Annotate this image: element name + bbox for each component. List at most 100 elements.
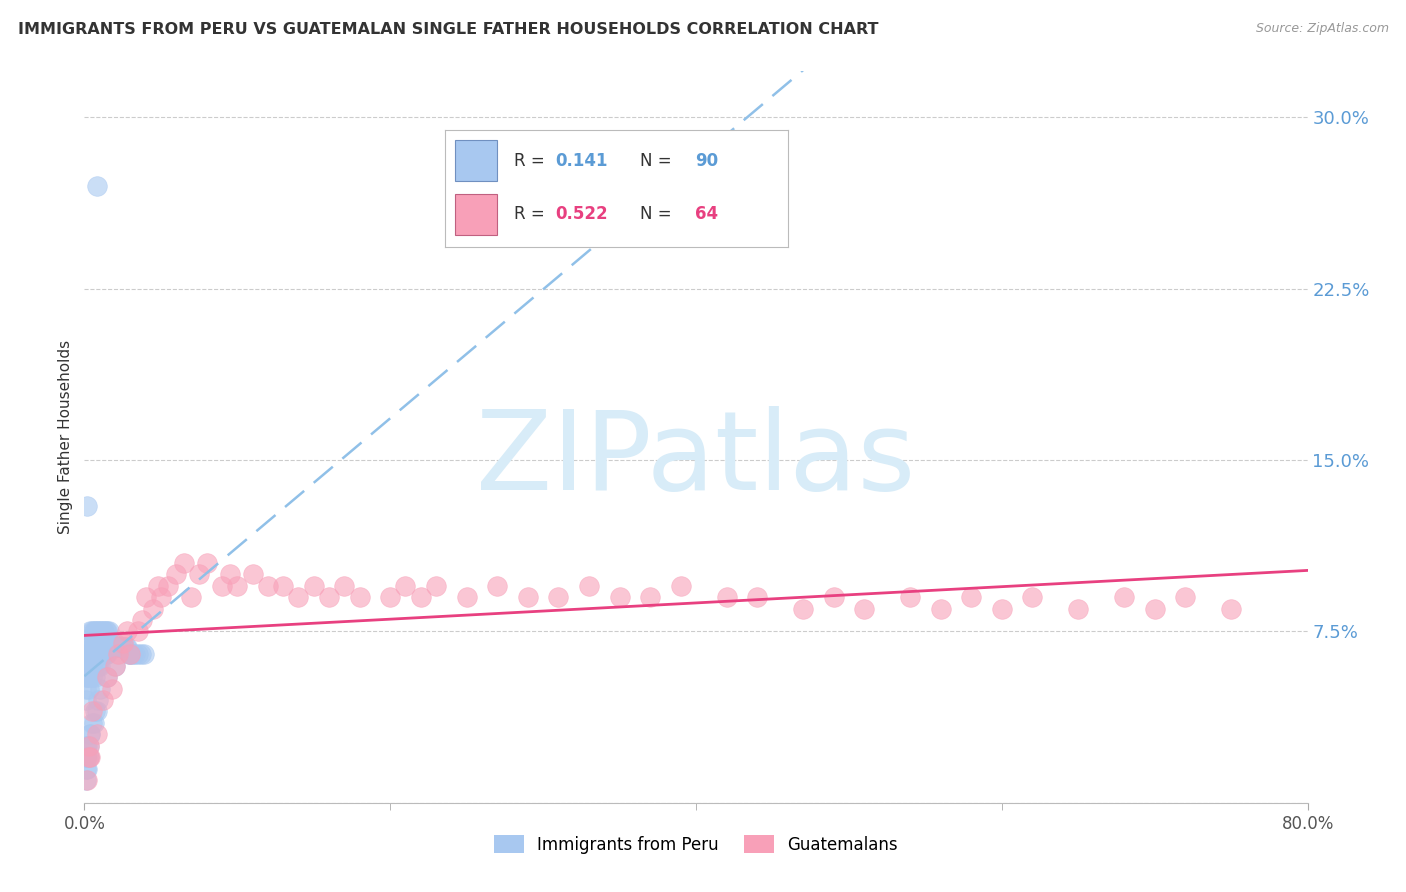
- Point: [394, 579, 416, 593]
- Point: [226, 579, 249, 593]
- Point: [79, 658, 101, 673]
- Point: [91, 624, 114, 639]
- Point: [107, 647, 129, 661]
- Point: [83, 647, 105, 661]
- Point: [287, 590, 309, 604]
- Point: [118, 647, 141, 661]
- Point: [80, 658, 103, 673]
- Point: [211, 579, 233, 593]
- Point: [516, 590, 538, 604]
- Point: [86, 178, 108, 193]
- Point: [107, 640, 129, 655]
- Point: [747, 590, 769, 604]
- Point: [242, 567, 264, 582]
- Point: [77, 658, 100, 673]
- Point: [131, 613, 153, 627]
- Point: [77, 739, 100, 753]
- Point: [80, 705, 103, 719]
- Point: [75, 681, 97, 696]
- Point: [638, 590, 661, 604]
- Point: [80, 636, 103, 650]
- Point: [94, 647, 117, 661]
- Point: [79, 727, 101, 741]
- Point: [76, 670, 98, 684]
- Point: [195, 556, 218, 570]
- Point: [76, 739, 98, 753]
- Point: [104, 636, 127, 650]
- Point: [105, 640, 128, 655]
- Point: [79, 647, 101, 661]
- Point: [96, 647, 118, 661]
- Point: [76, 499, 98, 513]
- Point: [93, 624, 115, 639]
- Point: [91, 647, 114, 661]
- Point: [83, 658, 105, 673]
- Point: [96, 624, 118, 639]
- Point: [75, 750, 97, 764]
- Point: [669, 579, 692, 593]
- Point: [1067, 601, 1090, 615]
- Point: [349, 590, 371, 604]
- Point: [792, 601, 814, 615]
- Point: [84, 636, 107, 650]
- Point: [380, 590, 402, 604]
- Point: [111, 636, 134, 650]
- Point: [103, 640, 125, 655]
- Point: [101, 640, 124, 655]
- Y-axis label: Single Father Households: Single Father Households: [58, 340, 73, 534]
- Point: [929, 601, 952, 615]
- Point: [991, 601, 1014, 615]
- Point: [77, 636, 100, 650]
- Point: [120, 647, 142, 661]
- Point: [115, 640, 138, 655]
- Point: [83, 636, 105, 650]
- Point: [135, 590, 157, 604]
- Point: [127, 647, 149, 661]
- Point: [716, 590, 738, 604]
- Point: [83, 715, 105, 730]
- Point: [96, 670, 118, 684]
- Point: [76, 658, 98, 673]
- Point: [823, 590, 845, 604]
- Point: [75, 772, 97, 787]
- Point: [79, 727, 101, 741]
- Point: [120, 647, 142, 661]
- Text: Source: ZipAtlas.com: Source: ZipAtlas.com: [1256, 22, 1389, 36]
- Point: [79, 624, 101, 639]
- Point: [90, 624, 112, 639]
- Point: [90, 647, 112, 661]
- Point: [75, 658, 97, 673]
- Point: [110, 640, 132, 655]
- Point: [89, 658, 111, 673]
- Point: [173, 556, 195, 570]
- Point: [1174, 590, 1197, 604]
- Point: [75, 739, 97, 753]
- Point: [101, 681, 124, 696]
- Point: [853, 601, 876, 615]
- Point: [1143, 601, 1166, 615]
- Point: [80, 715, 103, 730]
- Point: [578, 579, 600, 593]
- Point: [98, 636, 121, 650]
- Point: [84, 647, 107, 661]
- Point: [80, 670, 103, 684]
- Point: [409, 590, 432, 604]
- Point: [132, 647, 155, 661]
- Point: [1114, 590, 1136, 604]
- Point: [146, 579, 169, 593]
- Point: [76, 647, 98, 661]
- Point: [1220, 601, 1243, 615]
- Point: [75, 670, 97, 684]
- Point: [302, 579, 325, 593]
- Point: [84, 705, 107, 719]
- Point: [318, 590, 340, 604]
- Point: [77, 681, 100, 696]
- Point: [83, 624, 105, 639]
- Point: [91, 693, 114, 707]
- Point: [425, 579, 447, 593]
- Point: [86, 705, 108, 719]
- Point: [104, 658, 127, 673]
- Point: [86, 624, 108, 639]
- Point: [333, 579, 356, 593]
- Point: [271, 579, 294, 593]
